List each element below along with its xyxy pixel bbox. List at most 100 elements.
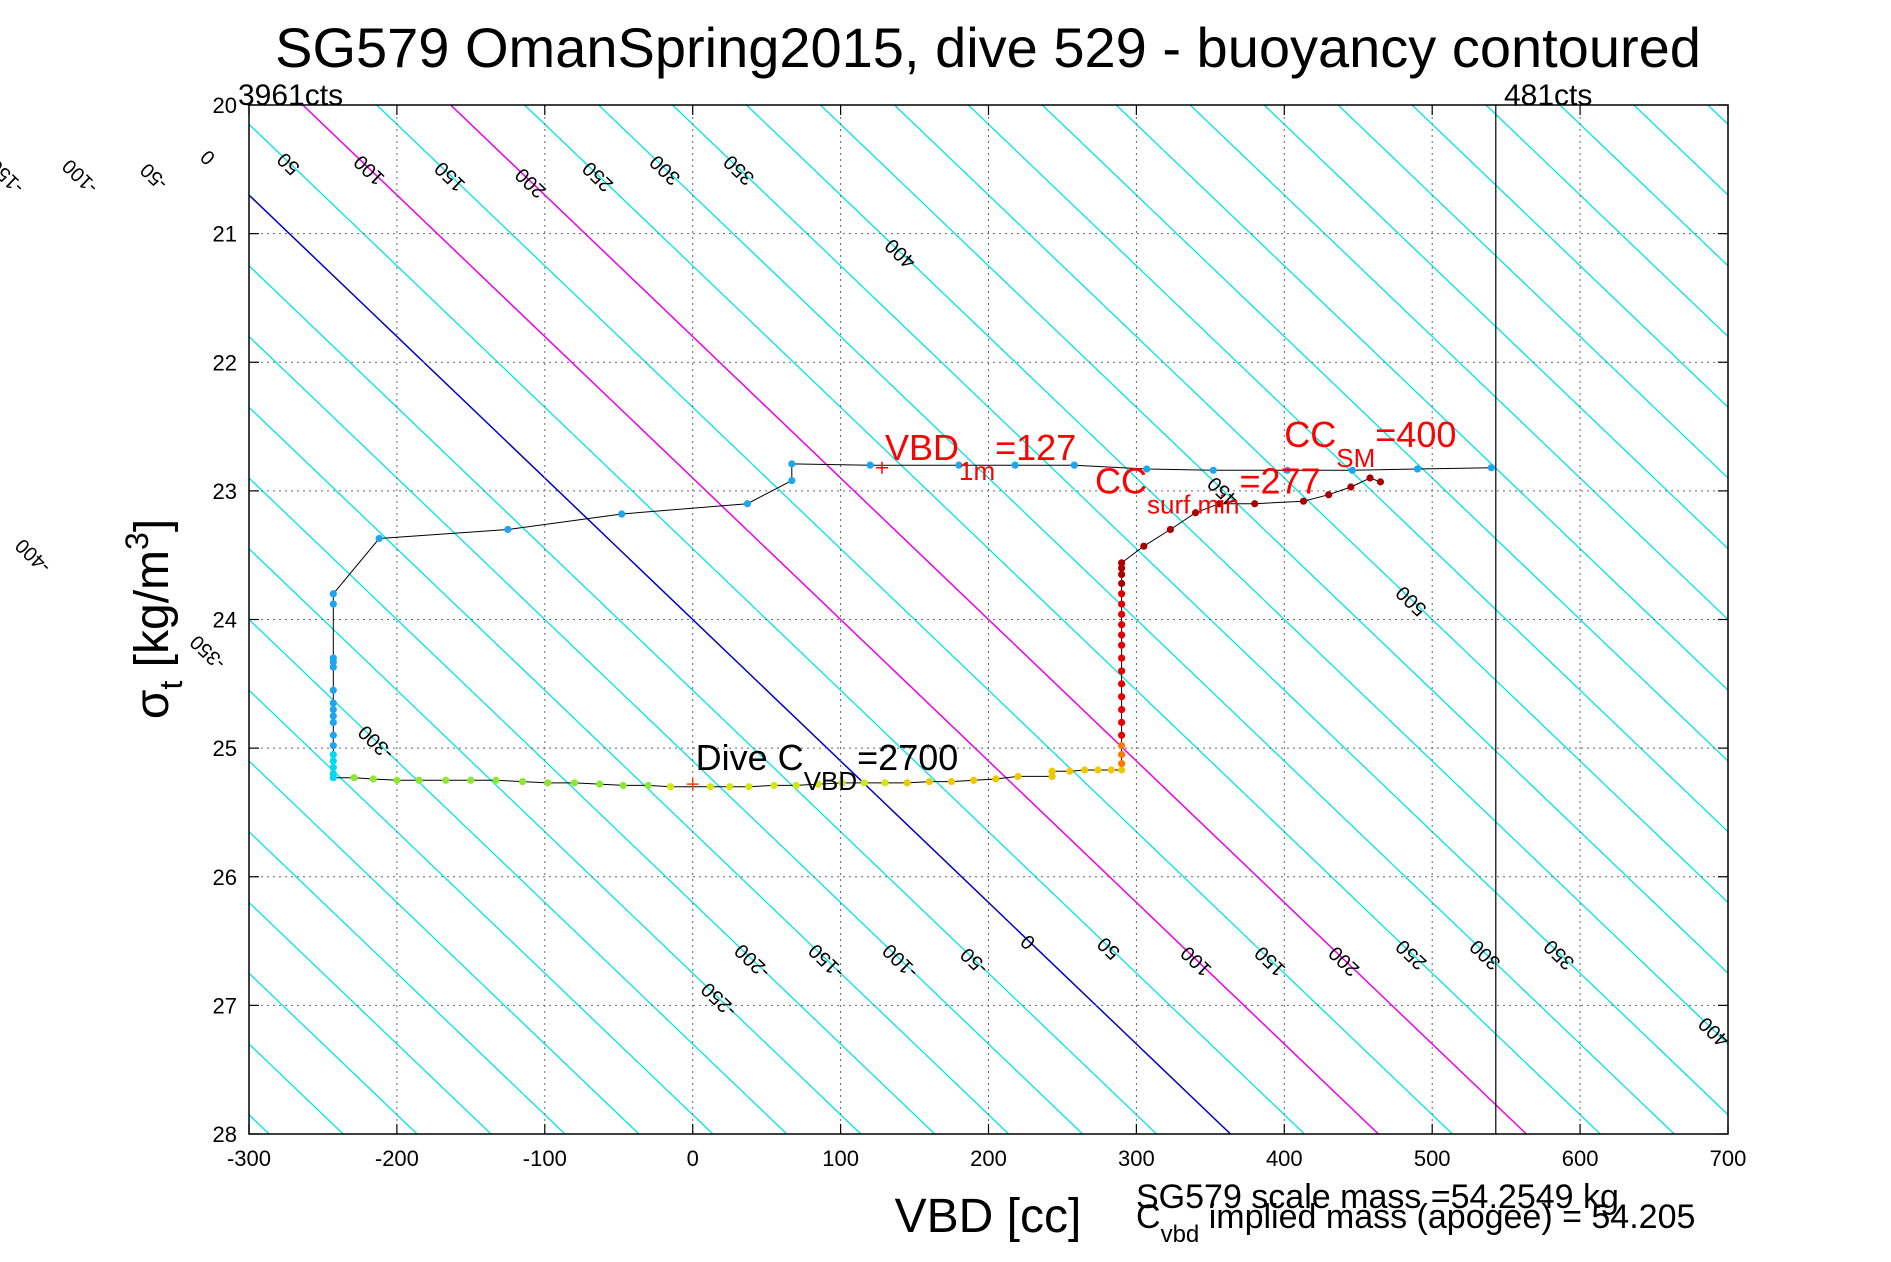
corner-label-left: 3961cts — [238, 79, 343, 112]
annotation-main: VBD — [885, 427, 959, 468]
data-point — [1118, 741, 1126, 750]
annotation-value: =127 — [995, 427, 1076, 468]
data-point — [1118, 731, 1126, 739]
x-tick-label: -300 — [227, 1146, 271, 1171]
y-axis-unit-superscript: 3 — [119, 532, 155, 550]
contour-line — [249, 477, 936, 1134]
annotation-label: CCsurf min=277 — [1095, 460, 1321, 519]
data-point — [1118, 559, 1126, 567]
contour-line — [893, 105, 1728, 904]
data-point — [866, 461, 874, 469]
data-point — [881, 779, 889, 787]
y-tick-label: 28 — [213, 1122, 237, 1147]
x-tick-label: 400 — [1266, 1146, 1303, 1171]
data-point — [1081, 766, 1089, 774]
data-point — [1325, 491, 1333, 499]
data-point — [1066, 767, 1074, 775]
data-point — [814, 780, 823, 788]
data-point — [1011, 461, 1019, 469]
data-point — [1118, 621, 1126, 629]
data-point — [329, 731, 337, 739]
annotation-value: =400 — [1375, 414, 1456, 455]
y-tick-label: 20 — [213, 93, 237, 118]
data-point — [393, 776, 401, 784]
data-point — [375, 534, 383, 543]
data-point — [1118, 600, 1126, 608]
data-point — [1413, 465, 1422, 473]
contour-line — [598, 105, 1675, 1134]
contour-label: -100 — [58, 154, 102, 198]
contour-line — [524, 105, 1601, 1134]
annotation-subscript: SM — [1336, 443, 1375, 473]
data-point — [595, 780, 604, 788]
data-point — [1366, 474, 1374, 482]
data-point — [467, 776, 475, 784]
y-tick-label: 27 — [213, 993, 237, 1018]
data-point — [1118, 680, 1126, 688]
data-point — [1166, 525, 1175, 534]
contour-line — [967, 105, 1728, 833]
data-point — [1118, 654, 1126, 662]
scale-mass-text: SG579 scale mass =54.2549 kg — [1136, 1178, 1619, 1216]
x-tick-label: 100 — [822, 1146, 859, 1171]
data-point — [329, 686, 337, 694]
data-point — [1251, 500, 1259, 508]
data-point — [519, 777, 527, 786]
y-axis-symbol: σ — [126, 690, 179, 720]
data-point — [329, 757, 337, 765]
data-point — [1487, 464, 1495, 472]
contour-label: 0 — [197, 145, 220, 169]
contour-label: -400 — [11, 534, 55, 578]
x-axis-label: VBD [cc] — [895, 1190, 1082, 1243]
data-point — [1107, 766, 1115, 774]
data-point — [1191, 509, 1200, 517]
annotation-value: =2700 — [857, 737, 958, 778]
contour-line — [1263, 105, 1728, 550]
contour-line — [249, 830, 566, 1134]
contour-label: -50 — [136, 158, 172, 194]
data-point — [644, 781, 652, 790]
data-point — [1070, 461, 1078, 469]
data-point — [1283, 466, 1291, 474]
data-point — [1118, 667, 1126, 675]
contour-line — [819, 105, 1728, 975]
data-point — [329, 590, 337, 598]
data-point — [504, 525, 512, 534]
data-point — [666, 783, 675, 791]
data-point — [1118, 718, 1126, 727]
data-point — [329, 774, 337, 782]
data-point — [1118, 750, 1126, 759]
data-point — [970, 776, 978, 784]
data-point — [350, 774, 358, 782]
data-point — [903, 779, 911, 787]
y-tick-label: 23 — [213, 479, 237, 504]
data-point — [726, 783, 734, 791]
data-point — [1048, 767, 1056, 775]
data-point — [860, 779, 868, 787]
data-point — [925, 777, 933, 786]
corner-label-right: 481cts — [1504, 79, 1592, 112]
contour-line — [1411, 105, 1728, 409]
x-tick-label: 300 — [1118, 1146, 1155, 1171]
annotation-subscript: 1m — [959, 456, 995, 486]
annotation-subscript: surf min — [1147, 489, 1239, 519]
implied-mass-text: Cvbd implied mass (apogee) = 54.205 — [1136, 1198, 1695, 1248]
data-point — [745, 783, 753, 791]
data-point — [618, 510, 626, 518]
data-point — [1118, 570, 1126, 579]
y-axis-unit-close: ] — [126, 519, 179, 532]
data-point — [1347, 483, 1355, 491]
contour-line — [249, 901, 492, 1134]
data-point — [955, 461, 963, 469]
contour-line — [1041, 105, 1728, 762]
data-point — [415, 776, 423, 784]
contour-labels: -250-200-150-100-50050100150200250300350… — [0, 145, 1734, 1051]
axis-ticks: -300 -200 -100 0 100 200 300 400 500 600 700 20 21 22… — [213, 93, 1747, 1171]
x-tick-label: 600 — [1562, 1146, 1599, 1171]
data-point — [743, 500, 752, 508]
data-point — [329, 712, 337, 720]
implied-mass-subscript: vbd — [1161, 1221, 1200, 1248]
data-point — [992, 775, 1000, 783]
y-axis-subscript: t — [153, 681, 189, 690]
y-tick-label: 24 — [213, 608, 237, 633]
